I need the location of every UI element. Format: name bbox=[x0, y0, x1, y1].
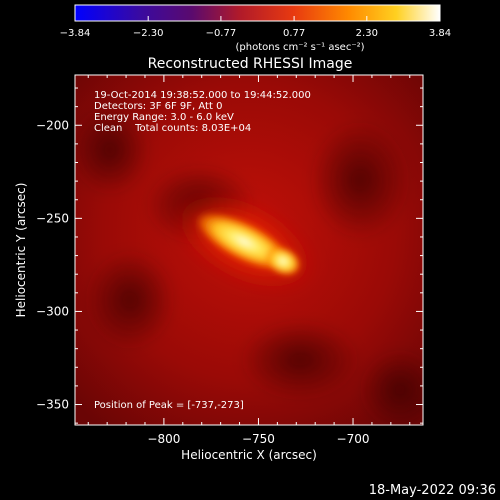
y-tick-label: −350 bbox=[36, 398, 69, 412]
flare-source-core bbox=[195, 211, 302, 277]
annotation-block: 19-Oct-2014 19:38:52.000 to 19:44:52.000… bbox=[94, 90, 311, 134]
annotation-time-range: 19-Oct-2014 19:38:52.000 to 19:44:52.000 bbox=[94, 90, 311, 101]
x-tick-label: −800 bbox=[147, 432, 180, 446]
colorbar-tick-label: 0.77 bbox=[283, 28, 305, 39]
x-tick-label: −700 bbox=[337, 432, 370, 446]
y-tick-label: −250 bbox=[36, 211, 69, 225]
colorbar-unit-label: (photons cm⁻² s⁻¹ asec⁻²) bbox=[235, 42, 364, 53]
flare-peak bbox=[264, 246, 302, 277]
colorbar-ticks: −3.84 −2.30 −0.77 0.77 2.30 3.84 bbox=[60, 16, 451, 39]
y-tick-label: −200 bbox=[36, 118, 69, 132]
chart-title: Reconstructed RHESSI Image bbox=[148, 56, 353, 72]
y-axis-label: Heliocentric Y (arcsec) bbox=[14, 183, 28, 318]
annotation-clean-counts: Clean Total counts: 8.03E+04 bbox=[94, 123, 251, 134]
colorbar-tick-label: −0.77 bbox=[206, 28, 237, 39]
colorbar-tick-label: −3.84 bbox=[60, 28, 91, 39]
footer-date: 18-May-2022 09:36 bbox=[369, 483, 496, 498]
x-axis-label: Heliocentric X (arcsec) bbox=[181, 448, 317, 462]
colorbar-tick-label: −2.30 bbox=[133, 28, 164, 39]
colorbar-frame bbox=[74, 4, 441, 22]
peak-position-label: Position of Peak = [-737,-273] bbox=[94, 400, 244, 411]
heatmap-image bbox=[75, 75, 423, 425]
colorbar bbox=[75, 5, 440, 21]
x-axis-ticks: −800 −750 −700 bbox=[87, 75, 411, 446]
x-tick-label: −750 bbox=[242, 432, 275, 446]
plot-frame bbox=[74, 74, 424, 426]
annotation-detectors: Detectors: 3F 6F 9F, Att 0 bbox=[94, 101, 222, 112]
annotation-energy-range: Energy Range: 3.0 - 6.0 keV bbox=[94, 112, 234, 123]
colorbar-tick-label: 2.30 bbox=[356, 28, 378, 39]
y-tick-label: −300 bbox=[36, 304, 69, 318]
colorbar-tick-label: 3.84 bbox=[429, 28, 451, 39]
y-axis-ticks: −350 −300 −250 −200 bbox=[36, 87, 423, 424]
